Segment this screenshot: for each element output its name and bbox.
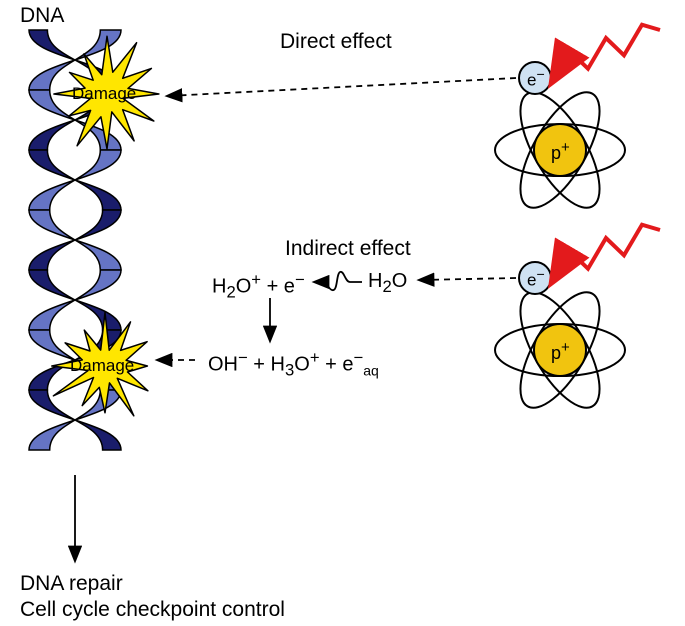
equation-h2o-plus-e: H2O+ + e− — [212, 270, 305, 303]
electron-label-top: e− — [527, 67, 545, 91]
arrows — [75, 78, 516, 560]
proton-label-top: p+ — [551, 139, 570, 164]
cell-cycle-label: Cell cycle checkpoint control — [20, 598, 285, 622]
equation-products: OH− + H3O+ + e−aq — [208, 348, 379, 381]
direct-effect-label: Direct effect — [280, 30, 392, 54]
damage-label-top: Damage — [72, 84, 136, 104]
electron-label-bottom: e− — [527, 267, 545, 291]
diagram-canvas: DNA Direct effect Indirect effect DNA re… — [0, 0, 685, 626]
dna-repair-label: DNA repair — [20, 572, 123, 596]
radiation-zigzag-top — [552, 25, 660, 82]
dna-label: DNA — [20, 4, 64, 28]
proton-label-bottom: p+ — [551, 339, 570, 364]
equation-h2o: H2O — [368, 270, 407, 297]
radiation-zigzag-bottom — [552, 225, 660, 282]
indirect-effect-label: Indirect effect — [285, 237, 411, 261]
equation-squiggle — [315, 272, 362, 290]
damage-label-bottom: Damage — [70, 356, 134, 376]
